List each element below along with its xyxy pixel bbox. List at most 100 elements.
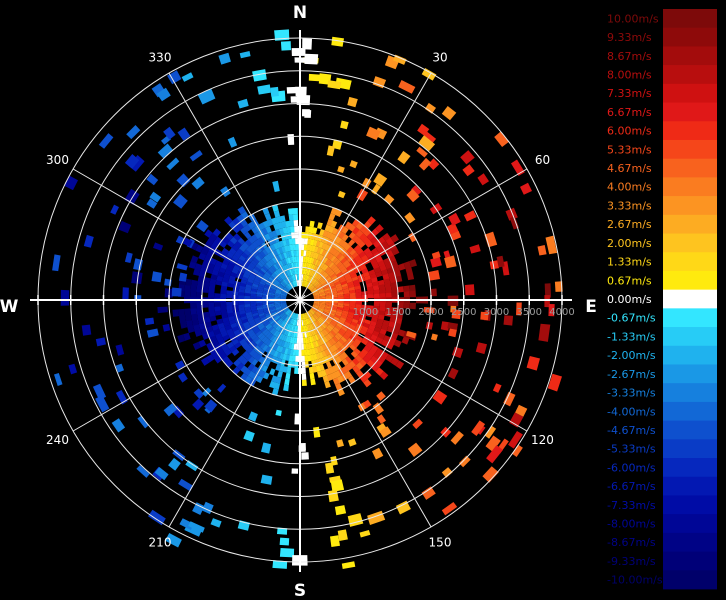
echo-cell xyxy=(194,329,202,337)
echo-cell xyxy=(330,456,338,466)
echo-cell xyxy=(379,288,386,294)
echo-cell xyxy=(261,336,268,343)
echo-cell xyxy=(406,272,415,281)
echo-cell xyxy=(290,250,295,257)
echo-cell xyxy=(322,284,329,289)
echo-cell xyxy=(268,231,275,239)
echo-cell xyxy=(196,302,203,309)
echo-cell xyxy=(344,356,353,364)
echo-cell xyxy=(250,301,257,304)
echo-cell xyxy=(284,315,289,322)
echo-cell xyxy=(260,474,273,485)
echo-cell xyxy=(227,312,234,318)
echo-cell xyxy=(303,343,307,350)
echo-cell xyxy=(162,323,171,332)
echo-cell xyxy=(379,306,386,312)
echo-cell xyxy=(358,251,366,259)
echo-cell xyxy=(243,258,251,265)
echo-cell xyxy=(209,278,217,285)
echo-cell xyxy=(310,257,315,265)
echo-cell xyxy=(190,255,199,264)
echo-cell xyxy=(301,355,305,362)
echo-cell xyxy=(311,288,318,293)
colorbar-label: 9.33m/s xyxy=(607,31,652,44)
echo-cell xyxy=(313,321,319,328)
echo-cell xyxy=(283,341,288,348)
echo-cell xyxy=(310,286,316,291)
echo-cell xyxy=(288,238,293,245)
echo-cell xyxy=(224,216,233,225)
echo-cell xyxy=(243,430,255,442)
echo-cell xyxy=(366,126,381,141)
echo-cell xyxy=(289,330,293,337)
echo-cell xyxy=(295,349,299,356)
colorbar-swatch xyxy=(663,420,717,440)
echo-cell xyxy=(280,41,291,51)
echo-cell xyxy=(293,274,297,281)
echo-cell xyxy=(277,527,288,535)
echo-cell xyxy=(308,284,313,290)
echo-cell xyxy=(331,344,338,352)
echo-cell xyxy=(330,330,337,337)
echo-cell xyxy=(193,268,201,276)
echo-cell xyxy=(331,275,338,281)
echo-cell xyxy=(292,208,298,215)
echo-cell xyxy=(289,324,293,331)
echo-cell xyxy=(321,263,327,270)
echo-cell xyxy=(331,328,339,335)
echo-cell xyxy=(277,285,284,290)
echo-cell xyxy=(329,346,336,353)
echo-cell xyxy=(332,336,339,343)
echo-cell xyxy=(354,285,361,290)
colorbar-label: -1.33m/s xyxy=(607,330,656,343)
echo-cell xyxy=(307,283,313,289)
echo-cell xyxy=(239,282,247,287)
echo-cell xyxy=(231,325,239,332)
echo-cell xyxy=(182,237,193,247)
echo-cell xyxy=(281,306,288,310)
echo-cell xyxy=(284,347,289,355)
echo-cell xyxy=(391,307,398,313)
echo-cell xyxy=(463,210,477,222)
colorbar-label: -6.00m/s xyxy=(607,461,656,474)
echo-cell xyxy=(324,258,331,266)
azimuth-label: 240 xyxy=(46,433,69,447)
echo-cell xyxy=(290,226,295,233)
echo-cell xyxy=(385,287,392,294)
echo-cell xyxy=(282,280,287,286)
echo-cell xyxy=(307,311,313,317)
echo-cell xyxy=(220,305,227,311)
echo-cell xyxy=(318,316,325,323)
colorbar-swatch xyxy=(663,65,717,85)
echo-cell xyxy=(370,334,378,342)
echo-cell xyxy=(395,360,405,370)
echo-cell xyxy=(313,301,320,303)
echo-cell xyxy=(307,330,311,337)
echo-cell xyxy=(469,244,481,254)
echo-cell xyxy=(326,333,333,340)
echo-cell xyxy=(276,287,283,292)
colorbar-label: -8.67m/s xyxy=(607,536,656,549)
echo-cell xyxy=(334,281,341,286)
echo-cell xyxy=(305,226,310,233)
echo-cell xyxy=(384,262,393,270)
echo-cell xyxy=(279,548,295,558)
echo-cell xyxy=(318,277,325,284)
echo-cell xyxy=(250,259,258,266)
echo-cell xyxy=(244,309,252,314)
echo-cell xyxy=(351,276,359,282)
echo-cell xyxy=(287,283,293,289)
echo-cell xyxy=(231,254,240,262)
echo-cell xyxy=(227,261,235,269)
colorbar-label: -5.33m/s xyxy=(607,443,656,456)
echo-cell xyxy=(347,375,356,384)
echo-cell xyxy=(278,311,285,316)
echo-cell xyxy=(409,259,417,268)
echo-cell xyxy=(373,172,388,187)
echo-cell xyxy=(309,348,314,356)
echo-cell xyxy=(378,310,386,316)
azimuth-spoke xyxy=(299,72,432,301)
echo-cell xyxy=(272,281,279,287)
echo-cell xyxy=(346,264,353,271)
echo-cell xyxy=(277,310,284,315)
